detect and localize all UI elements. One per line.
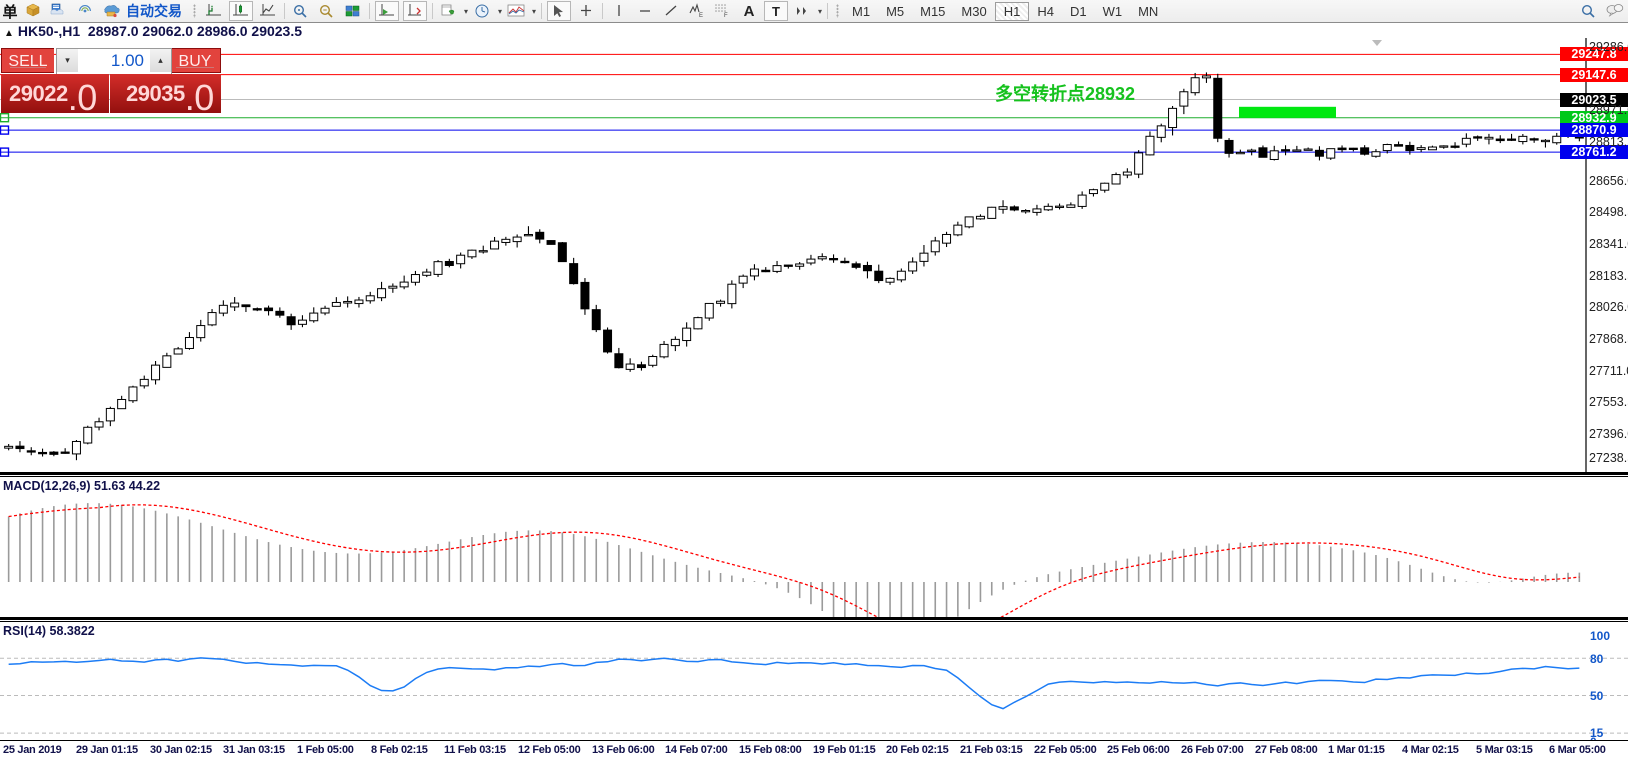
svg-text:E: E xyxy=(699,13,703,19)
svg-text:F: F xyxy=(724,13,728,19)
